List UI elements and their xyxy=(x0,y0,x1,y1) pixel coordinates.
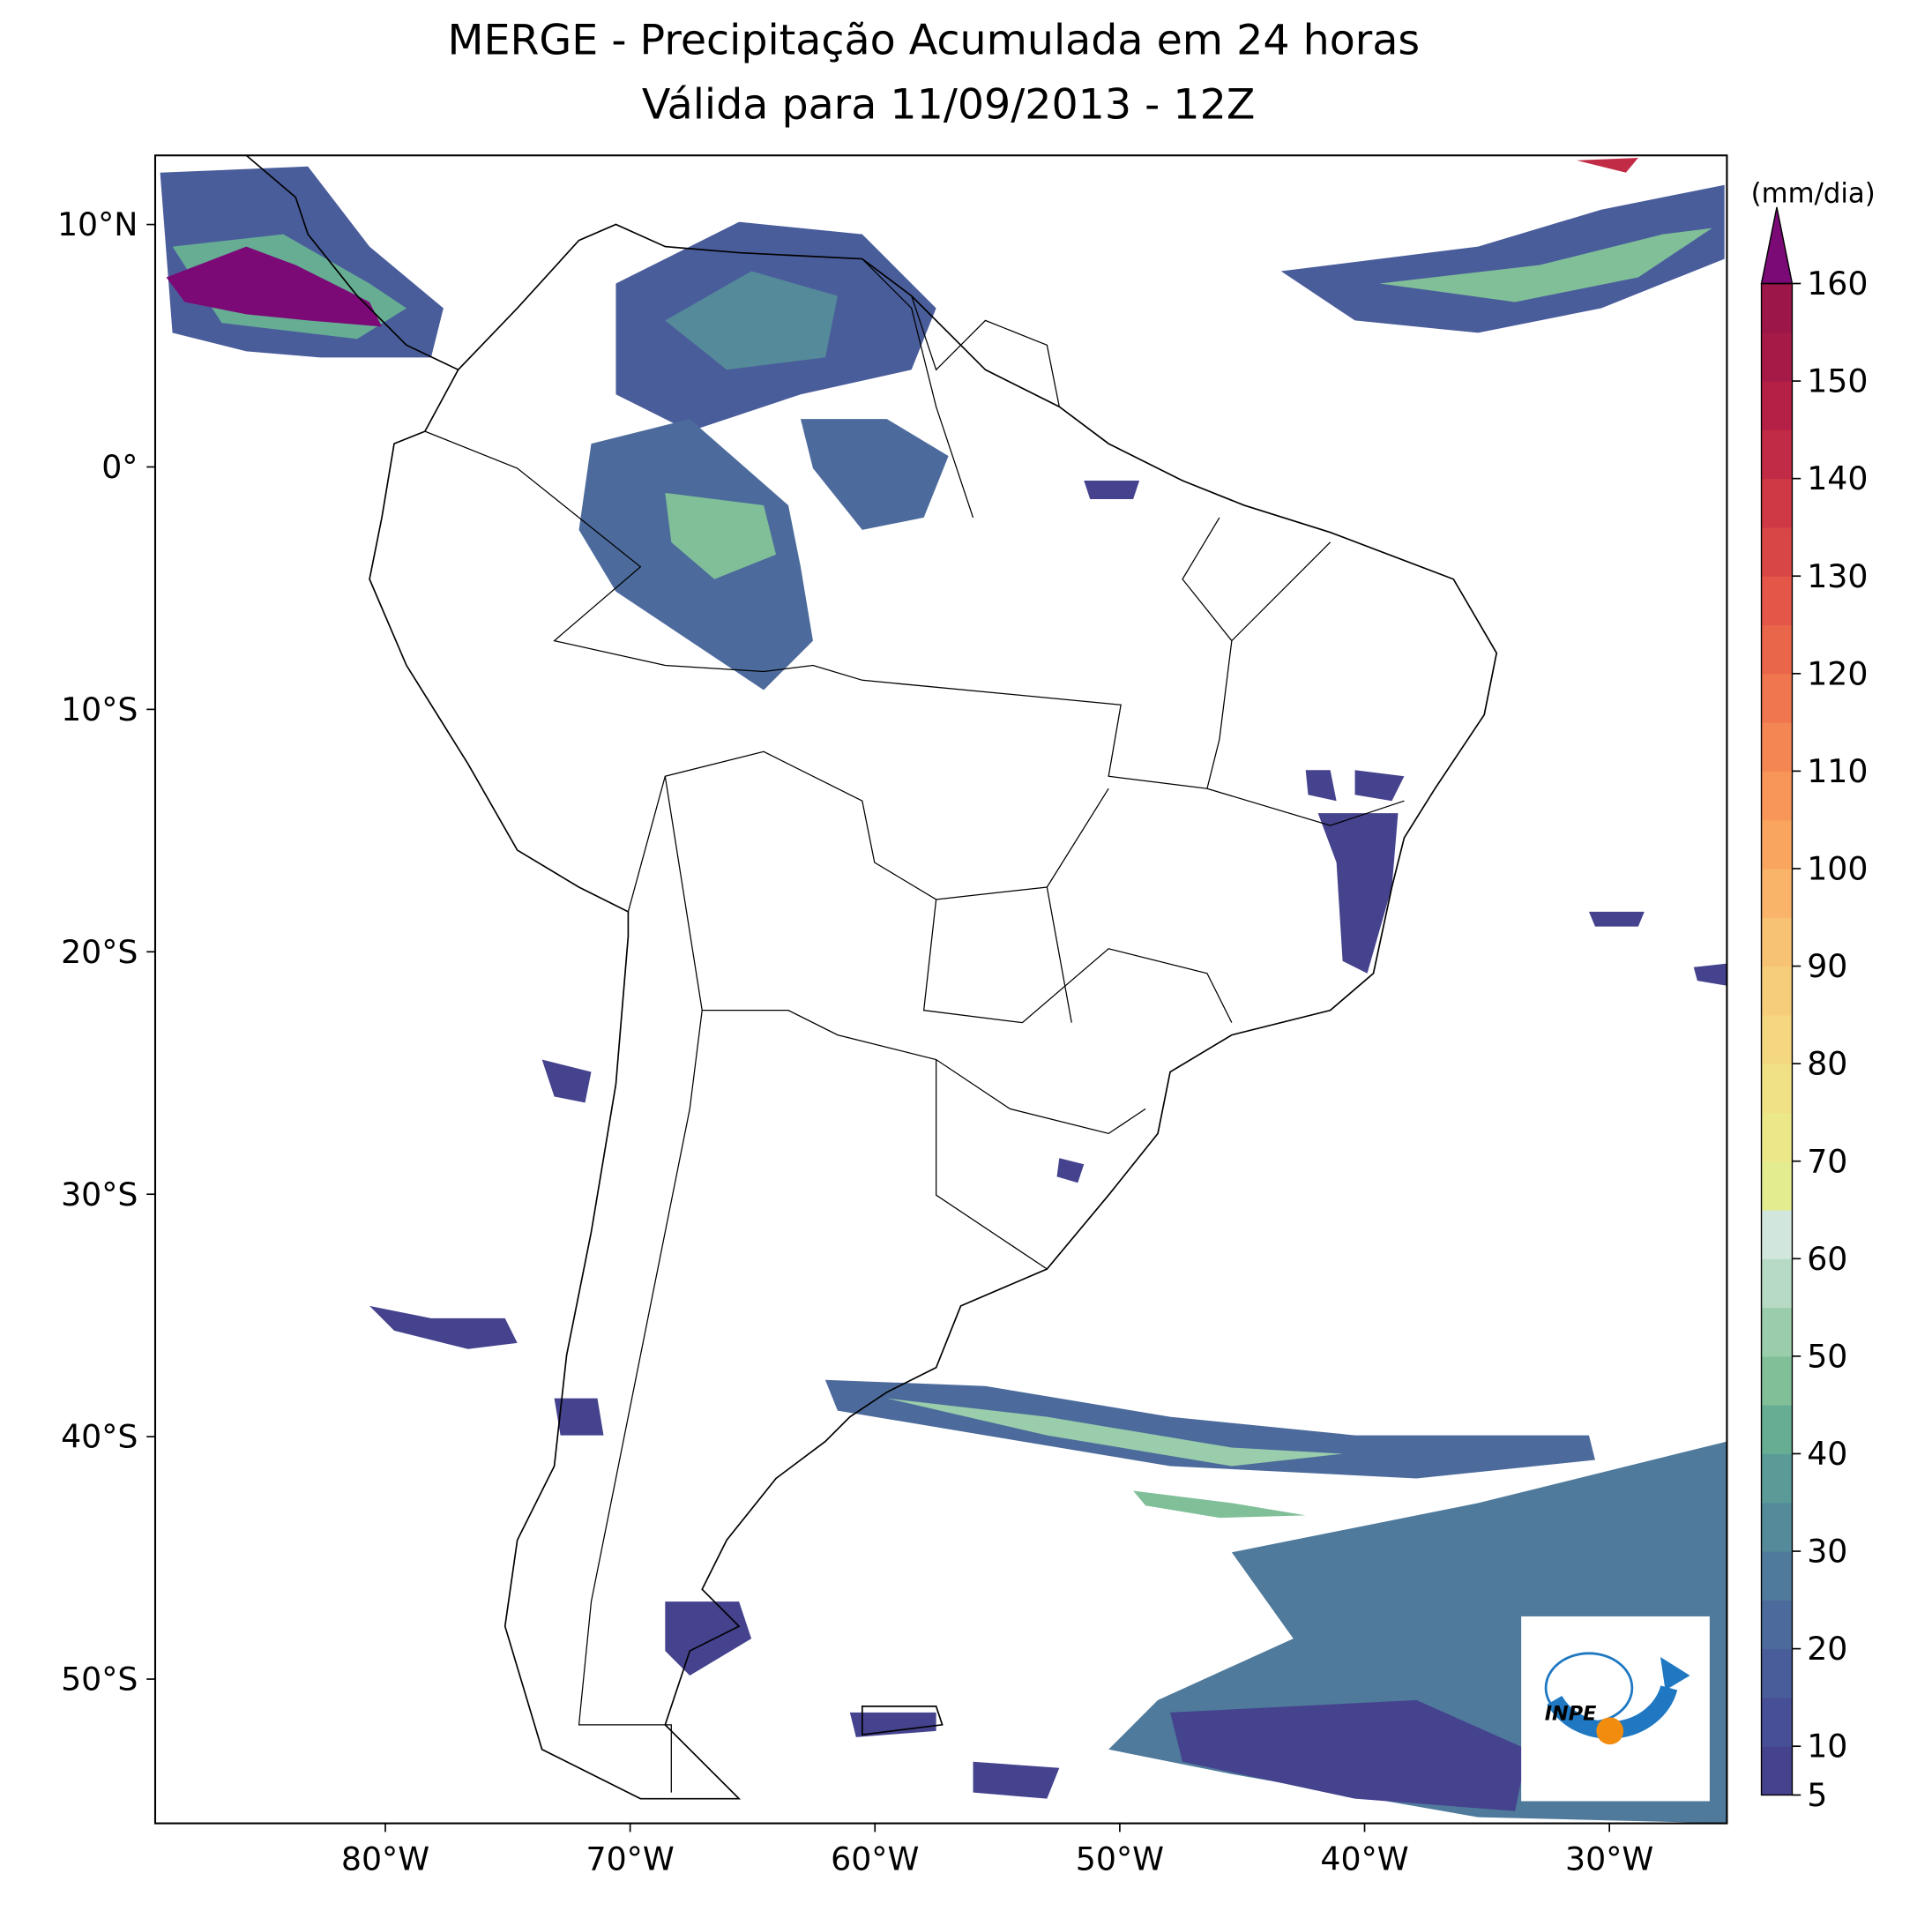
title: MERGE - Precipitação Acumulada em 24 hor… xyxy=(447,17,1420,65)
colorbar-band xyxy=(1761,526,1793,577)
y-tick-label: 30°S xyxy=(61,1176,138,1213)
colorbar-tick-label: 140 xyxy=(1807,459,1868,497)
colorbar-extend xyxy=(1760,206,1794,285)
colorbar-band xyxy=(1761,1697,1793,1747)
colorbar-tick-label: 160 xyxy=(1807,265,1868,302)
colorbar-band xyxy=(1761,1551,1793,1601)
logo-arrow xyxy=(1660,1657,1690,1691)
logo-text: INPE xyxy=(1545,1702,1597,1725)
colorbar-band xyxy=(1761,1307,1793,1357)
colorbar-band xyxy=(1761,1258,1793,1309)
colorbar-band xyxy=(1761,624,1793,675)
colorbar-tick-label: 120 xyxy=(1807,654,1868,692)
y-tick-label: 0° xyxy=(101,448,138,486)
colorbar-band xyxy=(1761,332,1793,382)
logo: INPE xyxy=(1521,1616,1710,1802)
colorbar-tick-label: 130 xyxy=(1807,557,1868,595)
colorbar-band xyxy=(1761,771,1793,821)
colorbar-tick-label: 20 xyxy=(1807,1630,1847,1668)
y-tick-label: 40°S xyxy=(61,1418,138,1456)
colorbar-band xyxy=(1761,1600,1793,1650)
x-tick-label: 80°W xyxy=(341,1840,429,1878)
colorbar-band xyxy=(1761,966,1793,1016)
colorbar-band xyxy=(1761,722,1793,772)
colorbar-tick-label: 5 xyxy=(1807,1776,1827,1814)
colorbar-tick-label: 10 xyxy=(1807,1728,1847,1765)
y-tick-label: 50°S xyxy=(61,1661,138,1698)
colorbar-band xyxy=(1761,1112,1793,1162)
logo-orbit xyxy=(1544,1652,1634,1724)
colorbar-band xyxy=(1761,917,1793,967)
colorbar-band xyxy=(1761,1648,1793,1698)
y-tick-label: 10°S xyxy=(61,690,138,728)
colorbar-band xyxy=(1761,673,1793,723)
colorbar-band xyxy=(1761,1453,1793,1504)
map-area xyxy=(155,155,1727,1824)
colorbar-unit: (mm/dia) xyxy=(1751,177,1876,209)
map-frame xyxy=(153,154,1728,1825)
colorbar-tick-label: 150 xyxy=(1807,362,1868,400)
x-tick-label: 60°W xyxy=(831,1840,919,1878)
borders xyxy=(424,258,1405,1793)
colorbar-band xyxy=(1761,1014,1793,1064)
colorbar-band xyxy=(1761,868,1793,918)
colorbar-tick-label: 50 xyxy=(1807,1337,1847,1375)
colorbar-tick-label: 90 xyxy=(1807,947,1847,985)
colorbar-tick-label: 60 xyxy=(1807,1240,1847,1278)
colorbar-band xyxy=(1761,1355,1793,1406)
colorbar-band xyxy=(1761,1210,1793,1259)
colorbar-band xyxy=(1761,1746,1793,1796)
x-tick-label: 30°W xyxy=(1565,1840,1653,1878)
x-tick-label: 50°W xyxy=(1076,1840,1164,1878)
colorbar-band xyxy=(1761,1161,1793,1211)
colorbar-tick-label: 30 xyxy=(1807,1533,1847,1571)
colorbar-band xyxy=(1761,283,1793,333)
colorbar-frame xyxy=(1760,282,1794,1796)
colorbar-band xyxy=(1761,1064,1793,1113)
x-tick-label: 40°W xyxy=(1320,1840,1408,1878)
colorbar-tick-label: 100 xyxy=(1807,850,1868,888)
logo-sun xyxy=(1596,1717,1624,1745)
x-tick-label: 70°W xyxy=(586,1840,675,1878)
colorbar-tick-label: 40 xyxy=(1807,1435,1847,1473)
colorbar-band xyxy=(1761,819,1793,870)
colorbar-band xyxy=(1761,576,1793,626)
colorbar-band xyxy=(1761,1405,1793,1455)
colorbar-band xyxy=(1761,478,1793,528)
subtitle: Válida para 11/09/2013 - 12Z xyxy=(642,80,1256,129)
y-tick-label: 20°S xyxy=(61,933,138,971)
colorbar-band xyxy=(1761,1502,1793,1552)
coastlines xyxy=(245,155,1498,1800)
colorbar-tick-label: 80 xyxy=(1807,1045,1847,1083)
colorbar-tick-label: 70 xyxy=(1807,1142,1847,1180)
colorbar-band xyxy=(1761,381,1793,430)
colorbar-band xyxy=(1761,429,1793,480)
colorbar-tick-label: 110 xyxy=(1807,752,1868,790)
y-tick-label: 10°N xyxy=(57,205,138,243)
precipitation-field xyxy=(160,158,1727,1824)
